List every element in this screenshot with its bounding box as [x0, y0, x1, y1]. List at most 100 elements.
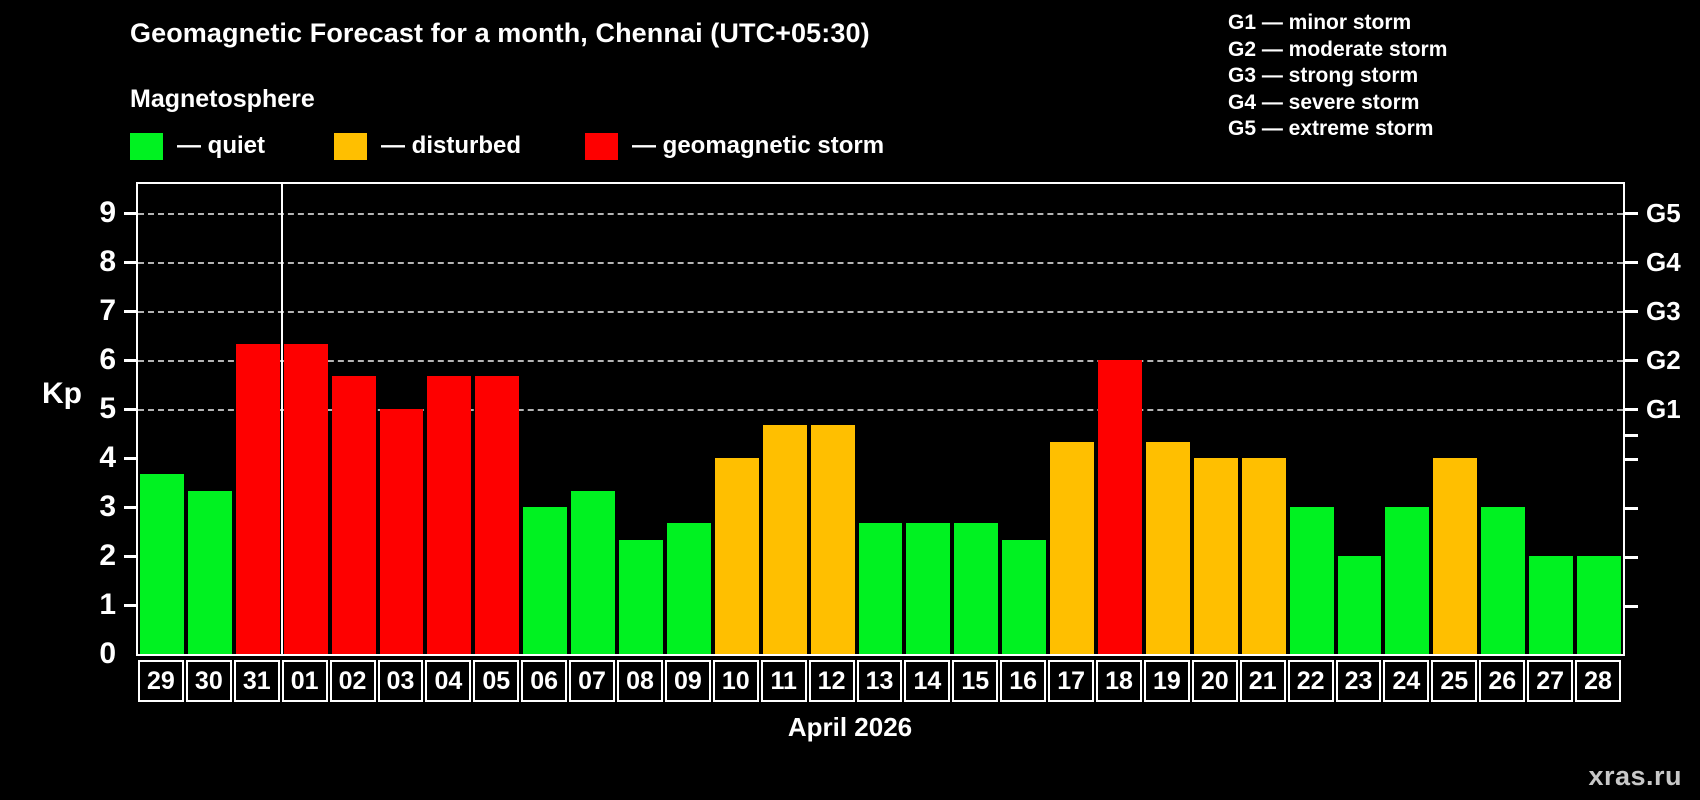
legend-swatch-geomagnetic-storm: [585, 132, 618, 160]
day-label-text: 25: [1440, 666, 1469, 695]
day-label-text: 12: [817, 666, 846, 695]
bar-day-23: [1337, 556, 1382, 654]
legend-entry-disturbed: — disturbed: [334, 130, 521, 162]
bar-day-16: [1002, 539, 1047, 654]
bar-day-09: [666, 523, 711, 654]
day-label-box-25: 25: [1431, 660, 1478, 702]
legend-label-geomagnetic-storm: — geomagnetic storm: [632, 132, 885, 159]
day-label-box-22: 22: [1287, 660, 1334, 702]
legend-swatch-disturbed: [334, 132, 367, 160]
day-label-box-14: 14: [904, 660, 951, 702]
y-tick-label-2: 2: [99, 539, 116, 573]
bar-day-17: [1050, 442, 1095, 654]
bar-day-05: [475, 376, 520, 654]
day-label-text: 08: [626, 666, 654, 695]
y-tick-label-3: 3: [99, 490, 116, 524]
bar-day-14: [906, 523, 951, 654]
bar-day-11: [762, 425, 807, 654]
day-label-box-19: 19: [1143, 660, 1190, 702]
day-label-box-17: 17: [1048, 660, 1095, 702]
g-tick-mark-G2: [1625, 358, 1638, 362]
day-label-text: 31: [242, 666, 271, 695]
day-label-text: 11: [770, 666, 797, 695]
y-tick-mark-7: [124, 309, 136, 313]
g-scale-legend-row-3: G3 — strong storm: [1228, 64, 1419, 87]
day-label-box-09: 09: [664, 660, 711, 702]
y-tick-mark-8: [124, 260, 136, 264]
day-label-text: 19: [1152, 666, 1181, 695]
day-label-text: 18: [1105, 666, 1133, 695]
bar-day-18: [1098, 360, 1142, 654]
y-tick-label-6: 6: [99, 343, 116, 377]
g-scale-legend-row-1: G1 — minor storm: [1228, 11, 1412, 34]
legend-swatch-quiet: [130, 132, 163, 160]
y-axis-label: Kp: [42, 377, 82, 410]
legend-entry-quiet: — quiet: [130, 130, 265, 162]
bar-day-19: [1145, 442, 1190, 654]
day-label-box-27: 27: [1527, 660, 1574, 702]
bar-day-21: [1241, 458, 1286, 654]
day-label-box-16: 16: [1000, 660, 1047, 702]
gridline-kp-7: [138, 311, 1623, 314]
g-scale-legend-row-4: G4 — severe storm: [1228, 90, 1420, 114]
day-label-text: 27: [1536, 666, 1565, 695]
day-label-text: 22: [1296, 666, 1325, 695]
gridline-kp-5: [138, 409, 1623, 412]
day-label-text: 10: [721, 666, 750, 695]
g-axis-minor-tick-1: [1625, 605, 1638, 609]
y-tick-mark-0: [124, 653, 136, 656]
day-label-box-06: 06: [521, 660, 568, 702]
y-tick-label-7: 7: [99, 294, 116, 328]
day-label-box-20: 20: [1191, 660, 1238, 702]
bar-day-26: [1481, 507, 1526, 654]
day-label-box-02: 02: [329, 660, 376, 702]
g-tick-label-G5: G5: [1646, 198, 1681, 229]
day-label-box-05: 05: [473, 660, 520, 702]
y-tick-9: 9: [99, 198, 136, 228]
g-axis-minor-tick-4: [1625, 458, 1638, 462]
day-label-text: 20: [1200, 666, 1229, 695]
day-label-box-18: 18: [1096, 660, 1142, 702]
y-tick-label-0: 0: [99, 637, 116, 670]
y-tick-label-1: 1: [99, 588, 116, 622]
bar-day-12: [810, 425, 855, 654]
y-tick-label-5: 5: [99, 392, 116, 426]
watermark: xras.ru: [1588, 761, 1682, 791]
bar-day-03: [379, 409, 424, 654]
day-label-text: 01: [290, 666, 319, 695]
day-label-box-26: 26: [1479, 660, 1526, 702]
day-label-text: 02: [338, 666, 367, 695]
y-tick-8: 8: [99, 247, 136, 277]
bar-day-24: [1385, 507, 1430, 654]
day-label-text: 30: [194, 666, 223, 695]
x-axis-label: April 2026: [787, 712, 913, 742]
g-tick-mark-G1: [1625, 407, 1638, 411]
day-label-box-04: 04: [425, 660, 472, 702]
day-label-text: 29: [147, 666, 175, 695]
legend-label-quiet: — quiet: [177, 132, 265, 159]
g-scale-axis: G1 G2 G3 G4 G5: [1625, 182, 1700, 656]
day-label-text: 09: [673, 666, 702, 695]
day-label-box-12: 12: [808, 660, 855, 702]
day-label-box-29: 29: [138, 660, 184, 702]
page-title: Geomagnetic Forecast for a month, Chenna…: [130, 18, 870, 48]
y-tick-mark-3: [124, 505, 136, 509]
day-label-box-11: 11: [760, 660, 807, 702]
gridline-kp-8: [138, 262, 1623, 265]
g-tick-G5: G5: [1625, 200, 1681, 226]
y-tick-mark-4: [124, 456, 136, 460]
legend-label-disturbed: — disturbed: [381, 132, 522, 159]
g-tick-mark-G4: [1625, 260, 1638, 264]
g-scale-legend: G1 — minor storm G2 — moderate storm G3 — …: [1228, 10, 1447, 143]
magnetosphere-heading: Magnetosphere: [130, 85, 315, 113]
y-tick-6: 6: [99, 345, 136, 375]
g-tick-label-G4: G4: [1646, 247, 1681, 278]
bar-day-28: [1577, 556, 1621, 654]
today-separator-line: [280, 182, 283, 656]
y-tick-mark-1: [124, 603, 136, 607]
day-label-text: 24: [1392, 666, 1421, 695]
bar-day-15: [954, 523, 999, 654]
gridline-kp-6: [138, 360, 1623, 363]
day-label-text: 13: [865, 666, 894, 695]
y-tick-4: 4: [99, 443, 136, 473]
